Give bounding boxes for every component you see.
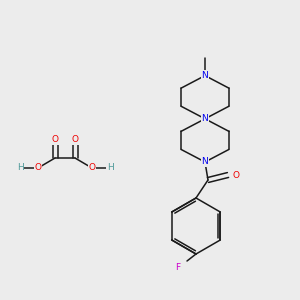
Text: N: N: [202, 158, 208, 166]
Text: O: O: [88, 164, 95, 172]
Text: O: O: [34, 164, 41, 172]
Text: N: N: [202, 71, 208, 80]
Text: H: H: [16, 164, 23, 172]
Text: N: N: [202, 114, 208, 123]
Text: H: H: [106, 164, 113, 172]
Text: F: F: [176, 263, 181, 272]
Text: O: O: [71, 136, 79, 145]
Text: O: O: [52, 136, 58, 145]
Text: O: O: [232, 170, 239, 179]
